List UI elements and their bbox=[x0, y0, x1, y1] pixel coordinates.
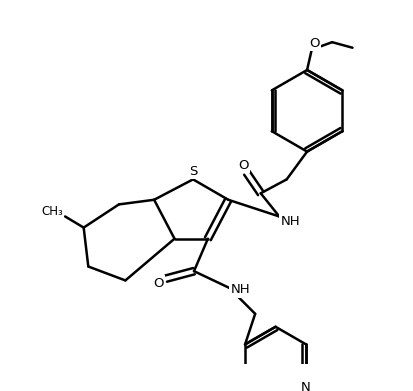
Text: N: N bbox=[301, 380, 311, 391]
Text: NH: NH bbox=[280, 215, 300, 228]
Text: O: O bbox=[309, 37, 320, 50]
Text: O: O bbox=[154, 277, 164, 290]
Text: O: O bbox=[238, 159, 248, 172]
Text: S: S bbox=[189, 165, 197, 178]
Text: CH₃: CH₃ bbox=[41, 205, 63, 218]
Text: NH: NH bbox=[230, 283, 250, 296]
